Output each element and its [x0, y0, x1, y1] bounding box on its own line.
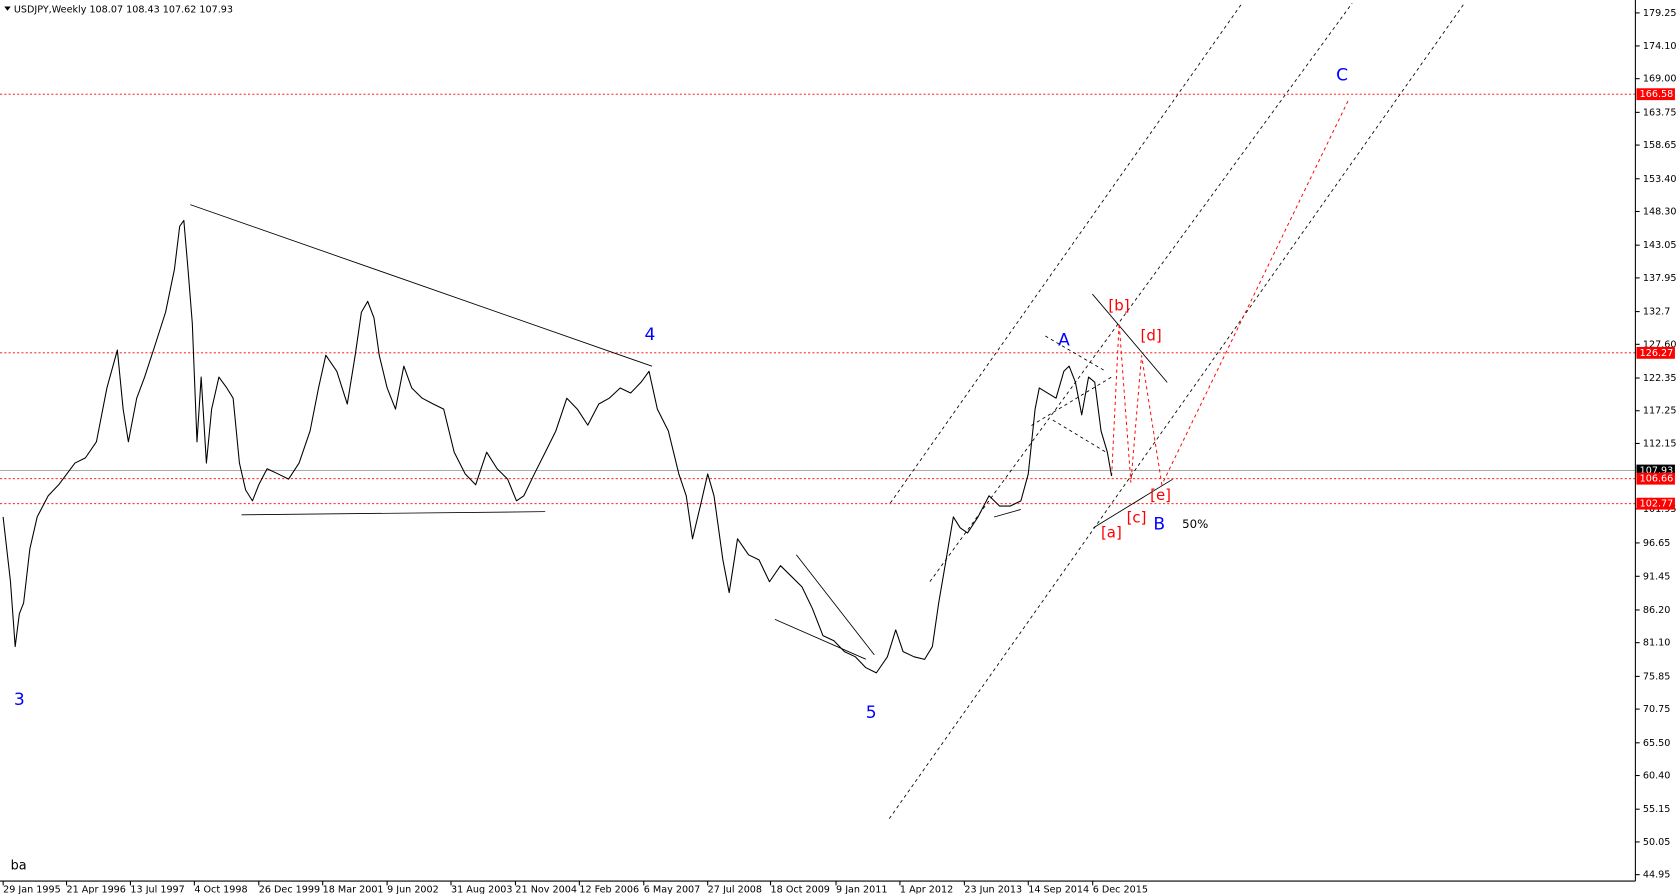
y-tick-label: 174.10 [1643, 41, 1676, 52]
trendline [795, 554, 875, 656]
price-line [2, 219, 1113, 674]
level-label: 107.93 [1640, 466, 1674, 477]
series [2, 219, 1113, 674]
y-tick-label: 55.15 [1643, 804, 1671, 815]
x-tick-label: 12 Feb 2006 [579, 885, 639, 894]
wave-label: B [1153, 515, 1165, 535]
level-label: 106.66 [1640, 474, 1674, 485]
x-tick-label: 14 Sep 2014 [1028, 885, 1089, 894]
x-tick-label: 6 May 2007 [644, 885, 701, 894]
wave-label: A [1058, 330, 1070, 350]
level-box [1636, 464, 1675, 477]
subwave-label: [c] [1127, 509, 1147, 527]
channel-line [1045, 335, 1107, 372]
level-box [1636, 472, 1675, 485]
y-tick-label: 163.75 [1643, 107, 1676, 118]
x-tick-label: 29 Jan 1995 [3, 885, 61, 894]
x-tick-label: 9 Jan 2011 [836, 885, 887, 894]
x-tick-label: 4 Oct 1998 [194, 885, 247, 894]
level-label: 126.27 [1640, 348, 1674, 359]
annotations: 3 4 5 A B C [a] [b] [c] [d] [e] 50% [14, 65, 1348, 723]
subwave-label: [d] [1140, 327, 1161, 345]
y-tick-label: 179.25 [1643, 8, 1676, 19]
level-box [1636, 497, 1675, 510]
trendlines [190, 2, 1465, 819]
ticks: 179.25 174.10 169.00 163.75 158.65 153.40 148.… [2, 8, 1676, 894]
y-tick-label: 65.50 [1643, 738, 1671, 749]
projection [1111, 98, 1350, 487]
y-tick-label: 169.00 [1643, 74, 1676, 85]
y-tick-label: 127.60 [1643, 339, 1676, 350]
y-tick-label: 70.75 [1643, 704, 1671, 715]
level-label: 102.77 [1640, 499, 1674, 510]
channel-line [1031, 376, 1112, 426]
y-tick-label: 158.65 [1643, 140, 1676, 151]
wave-label: 3 [14, 690, 25, 710]
levels [0, 93, 1636, 505]
wave-label: C [1336, 65, 1348, 85]
x-tick-label: 27 Jul 2008 [708, 885, 762, 894]
subwave-label: [a] [1101, 524, 1122, 542]
x-tick-label: 18 Mar 2001 [323, 885, 384, 894]
trendline [774, 618, 866, 660]
trendline [993, 509, 1021, 518]
y-tick-label: 153.40 [1643, 174, 1676, 185]
y-tick-label: 50.05 [1643, 837, 1671, 848]
x-tick-label: 9 Jun 2002 [387, 885, 439, 894]
chart-title: USDJPY,Weekly 108.07 108.43 107.62 107.9… [14, 5, 233, 16]
channel-line [1052, 419, 1107, 453]
x-tick-label: 21 Apr 1996 [67, 885, 126, 894]
y-tick-label: 96.65 [1643, 538, 1671, 549]
y-tick-label: 143.05 [1643, 240, 1676, 251]
level-label: 166.58 [1640, 89, 1674, 100]
level-box [1636, 346, 1675, 359]
trendline [241, 511, 546, 516]
menu-arrow[interactable] [4, 6, 11, 11]
subwave-label: [e] [1150, 486, 1171, 504]
y-tick-label: 60.40 [1643, 771, 1671, 782]
y-tick-label: 132.7 [1643, 307, 1671, 318]
y-tick-label: 117.25 [1643, 406, 1676, 417]
y-tick-label: 86.20 [1643, 605, 1671, 616]
x-tick-label: 18 Oct 2009 [771, 885, 830, 894]
wave-label: 5 [866, 703, 877, 723]
subwave-label: [b] [1108, 296, 1129, 314]
y-tick-label: 112.15 [1643, 438, 1676, 449]
x-tick-label: 31 Aug 2003 [451, 885, 513, 894]
x-tick-label: 13 Jul 1997 [130, 885, 184, 894]
y-tick-label: 148.30 [1643, 206, 1676, 217]
y-tick-label: 44.95 [1643, 870, 1671, 881]
fib-label: 50% [1182, 517, 1208, 531]
channel-line [888, 2, 1465, 819]
x-tick-label: 23 Jun 2013 [964, 885, 1022, 894]
trendline [190, 204, 653, 367]
y-tick-label: 122.35 [1643, 373, 1676, 384]
wave-label: 4 [645, 325, 656, 345]
corner-text: ba [11, 858, 27, 873]
y-tick-label: 75.85 [1643, 671, 1671, 682]
x-tick-label: 6 Dec 2015 [1093, 885, 1148, 894]
x-tick-label: 21 Nov 2004 [515, 885, 577, 894]
trendline [1092, 293, 1168, 383]
level-box [1636, 88, 1675, 101]
channel-line [890, 2, 1243, 504]
y-tick-label: 81.10 [1643, 638, 1671, 649]
x-tick-label: 1 Apr 2012 [900, 885, 953, 894]
y-tick-label: 91.45 [1643, 571, 1671, 582]
trendline [1093, 478, 1173, 529]
y-tick-label: 137.95 [1643, 273, 1676, 284]
x-tick-label: 26 Dec 1999 [259, 885, 320, 894]
